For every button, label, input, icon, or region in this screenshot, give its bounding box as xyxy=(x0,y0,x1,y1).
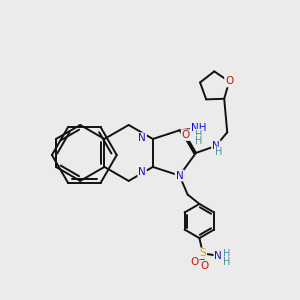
Text: N: N xyxy=(138,167,146,177)
Text: N: N xyxy=(176,171,183,181)
Text: N: N xyxy=(214,251,222,261)
Text: S: S xyxy=(200,248,206,258)
Text: NH: NH xyxy=(191,123,206,133)
Text: H: H xyxy=(215,147,223,158)
Text: O: O xyxy=(182,130,190,140)
Text: N: N xyxy=(212,141,220,151)
Text: H: H xyxy=(223,249,230,259)
Text: H: H xyxy=(195,136,203,146)
Text: N: N xyxy=(138,133,146,143)
Text: H: H xyxy=(195,130,203,140)
Text: O: O xyxy=(200,261,208,271)
Text: O: O xyxy=(225,76,233,86)
Text: O: O xyxy=(190,257,199,267)
Text: H: H xyxy=(223,257,230,267)
